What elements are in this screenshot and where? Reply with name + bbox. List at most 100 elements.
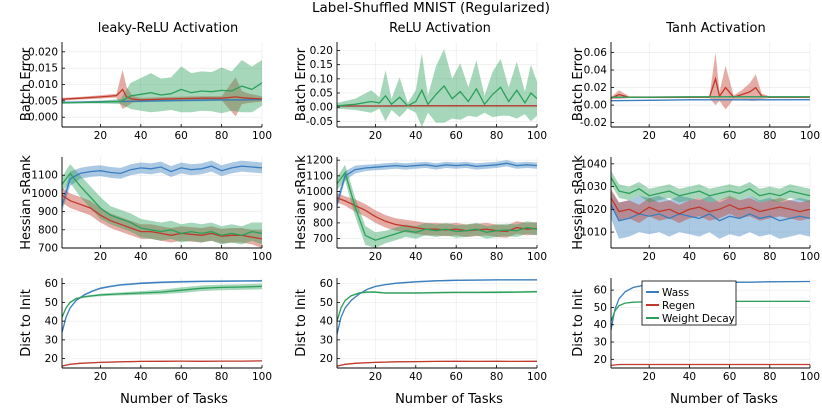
y-axis-label: Hessian sRank [294, 155, 309, 250]
tick-label-x: 60 [450, 130, 463, 142]
band-regen [611, 52, 810, 110]
tick-label-x: 80 [215, 130, 228, 142]
band-weight-decay [611, 170, 810, 203]
band-weight-decay [62, 164, 262, 245]
tick-label-y: 0.020 [28, 46, 58, 58]
tick-label-y: 1010 [580, 227, 607, 239]
series-group [337, 279, 537, 367]
tick-label-y: 30 [320, 334, 333, 346]
y-axis-label: Dist to Init [294, 289, 309, 357]
tick-label-y: -0.02 [580, 117, 607, 129]
tick-label-y: 1200 [306, 155, 333, 167]
tick-label-x: 100 [800, 371, 820, 383]
line-weight-decay [62, 172, 262, 236]
tick-label-y: 0.00 [584, 100, 607, 112]
tick-label-y: 0.06 [584, 47, 608, 59]
band-wass [337, 279, 537, 335]
band-weight-decay [337, 164, 537, 248]
band-weight-decay [62, 283, 262, 319]
series-group [611, 52, 810, 110]
panel-dist-to-init-leaky-relu: 20 30 40 50 60 20 40 60 80 100 Dist to Init [19, 278, 272, 383]
line-weight-decay [337, 171, 537, 241]
tick-label-y: 0.005 [28, 95, 58, 107]
line-regen [337, 197, 537, 233]
tick-label-x: 80 [763, 251, 776, 263]
series-group [337, 49, 537, 127]
tick-label-y: 20 [45, 353, 58, 365]
line-regen [62, 194, 262, 240]
line-weight-decay [611, 300, 810, 322]
tick-label-x: 100 [527, 371, 547, 383]
series-group [62, 279, 262, 367]
column-title-leaky-relu: leaky-ReLU Activation [98, 21, 239, 36]
tick-label-y: 1000 [306, 186, 333, 198]
line-wass [611, 204, 810, 222]
column-title-relu: ReLU Activation [389, 21, 491, 36]
legend-weight-decay-label: Weight Decay [662, 313, 735, 325]
line-weight-decay [611, 177, 810, 197]
legend-wass-label: Wass [662, 287, 689, 299]
band-regen [337, 193, 537, 238]
panel-hessian-srank-relu: 700 800 900 1000 1100 1200 20 40 60 80 100 Hessian … [294, 155, 547, 263]
panel-dist-to-init-relu: 20 30 40 50 60 20 40 60 80 100 Dist to Init [294, 278, 547, 383]
tick-label-y: 0.000 [28, 112, 58, 124]
line-regen [611, 197, 810, 215]
tick-label-y: 30 [45, 334, 58, 346]
series-group [62, 60, 262, 117]
tick-label-x: 60 [175, 130, 188, 142]
line-regen [62, 88, 262, 101]
tick-label-y: 1000 [31, 188, 58, 200]
line-weight-decay [62, 82, 262, 104]
tick-label-y: 40 [45, 316, 58, 328]
tick-label-y: 0.015 [28, 63, 58, 75]
tick-label-x: 40 [134, 251, 147, 263]
tick-label-y: 20 [320, 353, 333, 365]
tick-label-x: 100 [252, 251, 272, 263]
tick-label-x: 100 [252, 130, 272, 142]
line-regen [611, 76, 810, 99]
x-axis-label-relu: Number of Tasks [395, 392, 503, 407]
y-axis-label: Batch Error [294, 47, 309, 121]
tick-label-y: 30 [594, 337, 607, 349]
tick-label-x: 100 [800, 130, 820, 142]
panel-batch-error-leaky-relu: 0.000 0.005 0.010 0.015 0.020 20 40 60 80 100 Batc… [19, 42, 272, 142]
panel-batch-error-relu: -0.05 0.00 0.05 0.10 0.15 0.20 20 40 60 80 100 Batc… [294, 42, 547, 142]
tick-label-y: 0.20 [310, 45, 333, 57]
tick-label-x: 20 [94, 251, 107, 263]
tick-label-x: 80 [215, 371, 228, 383]
tick-label-y: 1100 [31, 170, 58, 182]
line-wass [62, 165, 262, 207]
tick-label-y: 0.05 [310, 88, 333, 100]
x-axis-label-tanh: Number of Tasks [670, 392, 778, 407]
tick-label-x: 20 [369, 130, 382, 142]
band-wass [62, 160, 262, 212]
tick-label-y: 0.04 [584, 65, 608, 77]
tick-label-x: 100 [800, 251, 820, 263]
y-axis-label: Batch Error [19, 47, 34, 121]
tick-label-x: 40 [134, 130, 147, 142]
line-wass [62, 280, 262, 333]
tick-label-x: 60 [450, 371, 463, 383]
legend-regen-label: Regen [662, 300, 695, 312]
y-axis-label: Hessian sRank [19, 155, 34, 250]
series-group [611, 170, 810, 239]
tick-label-x: 40 [683, 251, 696, 263]
tick-label-x: 20 [643, 251, 656, 263]
tick-label-y: 0.10 [310, 73, 333, 85]
tick-label-x: 40 [683, 130, 696, 142]
tick-label-x: 60 [450, 251, 463, 263]
tick-label-x: 80 [490, 130, 503, 142]
tick-label-x: 40 [409, 371, 422, 383]
legend: Wass Regen Weight Decay [641, 280, 737, 326]
line-regen [62, 360, 262, 367]
tick-label-x: 20 [369, 371, 382, 383]
line-wass [337, 279, 537, 335]
tick-label-x: 80 [215, 251, 228, 263]
tick-label-y: 50 [594, 302, 607, 314]
tick-label-y: 0.00 [310, 102, 333, 114]
line-regen [611, 363, 810, 367]
tick-label-x: 40 [134, 371, 147, 383]
tick-label-y: 1020 [580, 204, 607, 216]
tick-label-x: 60 [175, 251, 188, 263]
tick-label-y: 700 [38, 243, 58, 255]
